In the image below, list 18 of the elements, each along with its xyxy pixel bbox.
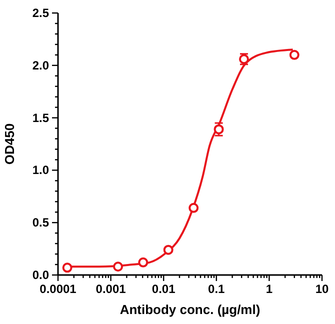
x-axis-title: Antibody conc. (µg/ml) xyxy=(120,302,260,317)
point xyxy=(113,262,124,272)
x-tick-label: 0.01 xyxy=(152,282,176,296)
x-tick-label: 1 xyxy=(266,282,273,296)
y-tick-label: 2.0 xyxy=(32,58,50,72)
y-tick-label: 1.5 xyxy=(32,110,50,125)
y-tick-label: 2.5 xyxy=(32,6,50,20)
point xyxy=(138,257,148,268)
y-tick-label: 0.0 xyxy=(32,268,50,282)
y-tick-label: 0.5 xyxy=(32,216,50,230)
x-tick-label: 0.1 xyxy=(208,282,226,296)
x-tick-label: 0.001 xyxy=(96,282,126,296)
y-tick-label: 1.0 xyxy=(32,163,50,178)
y-axis-title: OD450 xyxy=(2,123,17,165)
x-tick-label: 10 xyxy=(315,282,329,296)
point xyxy=(163,244,174,255)
x-tick-label: 0.0001 xyxy=(40,282,77,296)
point xyxy=(188,202,199,213)
